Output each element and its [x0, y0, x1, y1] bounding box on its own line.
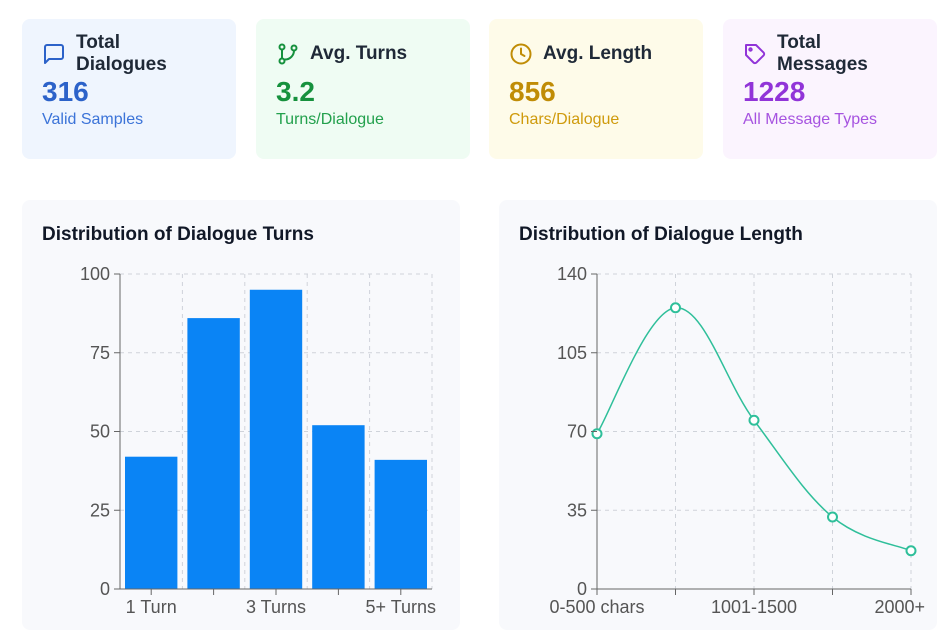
stat-card-avg-length: Avg. Length 856 Chars/Dialogue	[489, 19, 703, 159]
stat-value: 316	[42, 76, 89, 107]
stat-title: Avg. Turns	[310, 43, 408, 64]
length-line-chart: 0 35 70 105 140 0-500 chars 1001-1500 2000+	[549, 264, 925, 617]
stat-subtitle: Turns/Dialogue	[276, 111, 384, 128]
y-tick-label: 100	[80, 264, 110, 284]
stat-title: Total Messages	[777, 32, 868, 75]
data-point	[670, 302, 681, 314]
data-point	[905, 545, 917, 557]
stat-subtitle: All Message Types	[743, 111, 877, 128]
branch-icon	[276, 42, 300, 66]
bar	[249, 289, 303, 589]
y-tick-label: 25	[90, 500, 110, 520]
bar	[125, 456, 178, 589]
x-tick-label: 3 Turns	[246, 597, 306, 617]
stat-title: Avg. Length	[543, 43, 653, 64]
bar	[312, 425, 365, 589]
stat-card-avg-turns: Avg. Turns 3.2 Turns/Dialogue	[256, 19, 470, 159]
y-tick-label: 70	[567, 422, 587, 442]
chat-icon	[42, 42, 66, 66]
x-tick-label: 2000+	[874, 597, 925, 617]
x-tick-label: 0-500 chars	[549, 597, 644, 617]
turns-bar-chart: 0 25 50 75 100 1 Turn 3 Turns 5+ Turns	[80, 264, 437, 617]
data-point	[748, 414, 760, 426]
clock-icon	[509, 42, 533, 66]
stat-subtitle: Chars/Dialogue	[509, 111, 620, 128]
x-tick-label: 5+ Turns	[366, 597, 437, 617]
stat-value: 1228	[743, 76, 806, 107]
data-point	[827, 511, 838, 523]
y-tick-label: 75	[90, 343, 110, 363]
tag-icon	[743, 42, 767, 66]
stat-subtitle: Valid Samples	[42, 111, 144, 128]
data-point	[591, 428, 603, 440]
y-tick-label: 50	[90, 422, 110, 442]
bar	[187, 318, 240, 589]
x-tick-label: 1 Turn	[126, 597, 177, 617]
stat-title: Total Dialogues	[76, 32, 167, 75]
chart-title: Distribution of Dialogue Turns	[42, 224, 314, 245]
stat-card-total-dialogues: Total Dialogues 316 Valid Samples	[22, 19, 236, 159]
y-tick-label: 0	[577, 579, 587, 599]
length-chart-panel: Distribution of Dialogue Length 0 35 70 105…	[499, 200, 937, 630]
series-line	[596, 306, 912, 552]
turns-chart-panel: Distribution of Dialogue Turns 0 25 50 75 10…	[22, 200, 460, 630]
y-tick-label: 35	[567, 500, 587, 520]
chart-title: Distribution of Dialogue Length	[519, 224, 803, 245]
bar	[374, 459, 427, 589]
y-tick-label: 105	[557, 343, 587, 363]
x-tick-label: 1001-1500	[711, 597, 797, 617]
stat-value: 856	[509, 76, 556, 107]
y-tick-label: 140	[557, 264, 587, 284]
stat-value: 3.2	[276, 76, 315, 107]
stat-card-total-messages: Total Messages 1228 All Message Types	[723, 19, 937, 159]
y-tick-label: 0	[100, 579, 110, 599]
